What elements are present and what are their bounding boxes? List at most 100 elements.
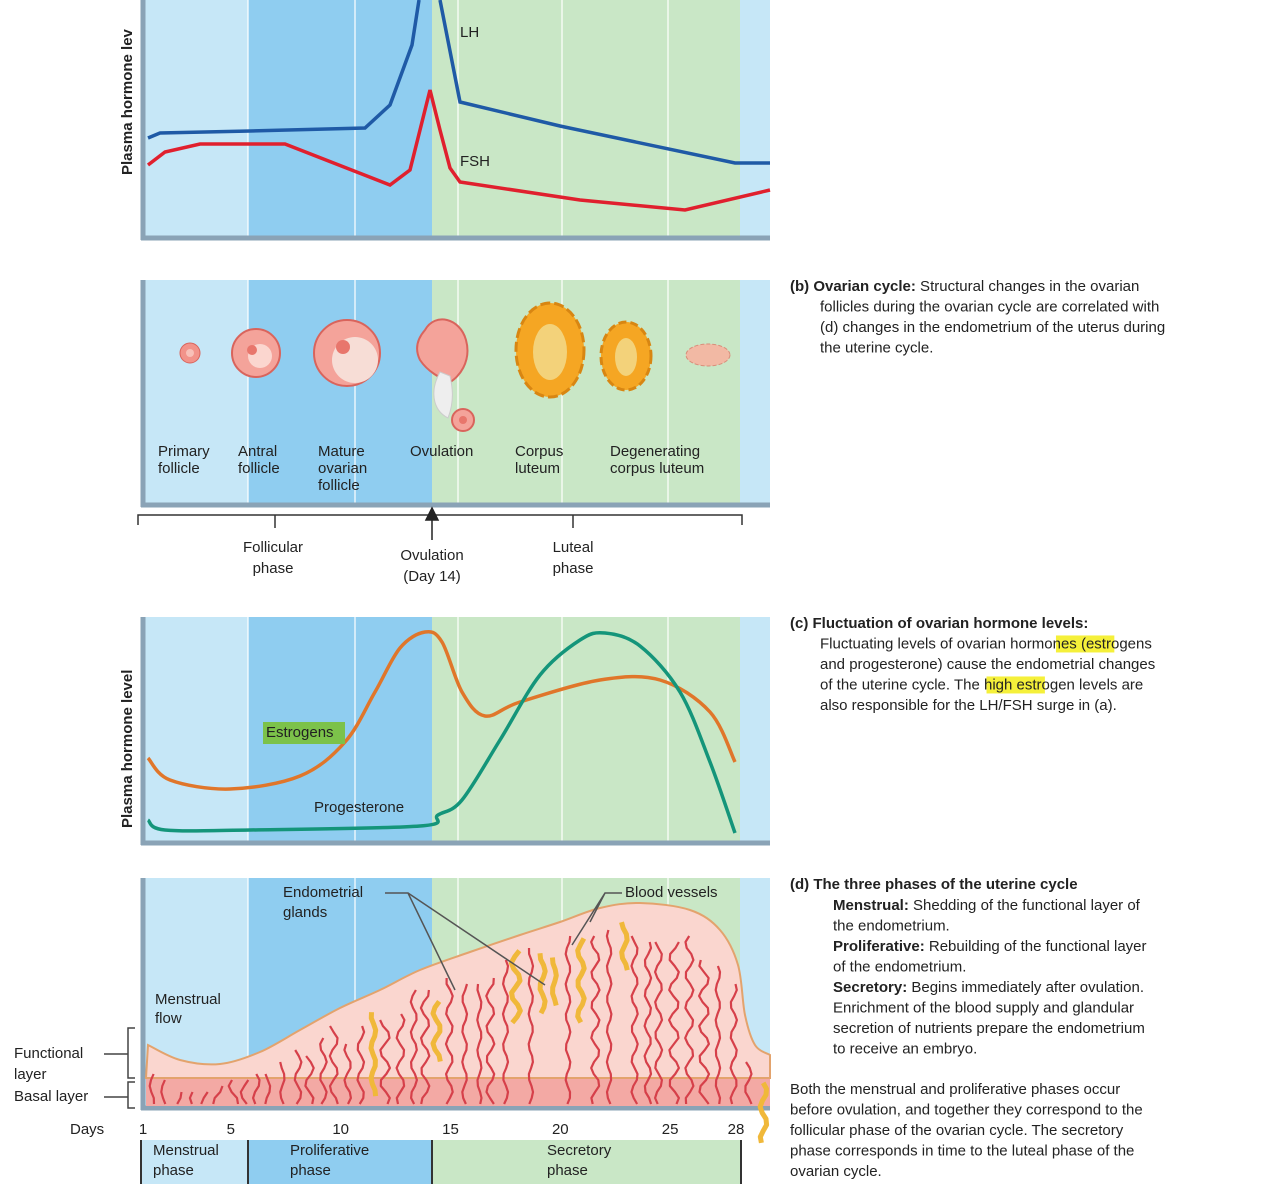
blood-vessel	[160, 1079, 167, 1105]
caption-d-item: Menstrual: Shedding of the functional la…	[833, 897, 1141, 914]
blood-vessel	[409, 989, 418, 1105]
y-axis-label: Plasma hormone lev	[119, 28, 136, 175]
blood-vessel	[200, 1091, 209, 1105]
blood-vessel	[176, 1091, 183, 1105]
stage-label: ovarian	[318, 460, 367, 477]
fsh-label: FSH	[460, 153, 490, 170]
day-label: 25	[662, 1121, 679, 1138]
fsh-curve	[146, 89, 771, 212]
caption-d-note: ovarian cycle.	[790, 1163, 882, 1180]
text-run: s	[1144, 635, 1152, 652]
caption-d-title: (d) The three phases of the uterine cycl…	[790, 876, 1078, 893]
functional-label: Functional	[14, 1045, 83, 1062]
endometrial-gland	[619, 921, 630, 971]
highlight	[986, 676, 1045, 694]
phase-zone	[143, 280, 248, 505]
blood-vessel	[148, 1073, 156, 1105]
stage-label: Degenerating	[610, 443, 700, 460]
panel-a	[140, 0, 770, 241]
caption-b-line: (b) Ovarian cycle: Structural changes in…	[790, 278, 1139, 295]
blood-vessel	[293, 1049, 303, 1105]
glands-label: glands	[283, 904, 327, 921]
blood-vessel	[684, 935, 695, 1105]
text-run: phase corresponds in time to the luteal …	[790, 1142, 1134, 1159]
text-run: (b) Ovarian cycle:	[790, 278, 916, 295]
text-run: and progesterone) cause the endometrial …	[820, 656, 1155, 673]
text-run: Menstrual:	[833, 897, 909, 914]
background-layer	[140, 0, 770, 1111]
phase-box-borders	[140, 1140, 742, 1184]
blood-vessel	[444, 978, 454, 1105]
caption-c-line: Fluctuating levels of ovarian hormones (…	[820, 635, 1152, 652]
blood-vessel	[252, 1073, 261, 1105]
blood-vessel	[379, 1019, 391, 1105]
uterine-phase-box	[432, 1140, 741, 1184]
lh-curve	[147, 0, 770, 165]
vessels-label: Blood vessels	[625, 884, 718, 901]
caption-d-item: of the endometrium.	[833, 958, 966, 975]
text-run: Proliferative:	[833, 938, 925, 955]
text-run: also responsible for the LH/FSH surge in…	[820, 697, 1117, 714]
ovarian-phase-label: phase	[253, 560, 294, 577]
text-run: levels are	[1075, 676, 1143, 693]
phase-zone	[740, 617, 770, 843]
highlight	[1055, 635, 1115, 653]
highlighted-term: estrogen	[1086, 635, 1144, 652]
y-axis-label: Plasma hormone level	[119, 670, 136, 828]
progesterone-curve	[146, 630, 737, 834]
caption-d-item: the endometrium.	[833, 917, 950, 934]
caption-d-item: secretion of nutrients prepare the endom…	[833, 1020, 1145, 1037]
phase-zone	[740, 280, 770, 505]
phase-zone	[432, 617, 740, 843]
functional-label: layer	[14, 1066, 47, 1083]
endometrial-gland	[368, 1012, 379, 1097]
stage-label: luteum	[515, 460, 560, 477]
progesterone-label: Progesterone	[314, 799, 404, 816]
blood-vessel	[304, 1055, 315, 1105]
corpus-albicans	[685, 343, 731, 367]
ovarian-phase-label: phase	[553, 560, 594, 577]
blood-vessel	[343, 1043, 352, 1105]
stage-label: corpus luteum	[610, 460, 704, 477]
text-run: Rebuilding of the functional layer	[925, 938, 1147, 955]
blood-vessel	[319, 1037, 328, 1105]
corpus-luteum-core	[533, 324, 567, 380]
phase-zone	[740, 0, 770, 238]
basal-label: Basal layer	[14, 1088, 88, 1105]
caption-b-line: the uterine cycle.	[820, 339, 933, 356]
blood-vessel	[395, 1013, 406, 1105]
blood-vessel	[630, 935, 639, 1105]
text-run: secretion of nutrients prepare the endom…	[833, 1020, 1145, 1037]
ovarian-phase-label: (Day 14)	[403, 568, 461, 585]
estrogen-curve	[146, 629, 737, 791]
caption-d-note: follicular phase of the ovarian cycle. T…	[790, 1122, 1124, 1139]
stage-label: Ovulation	[410, 443, 473, 460]
phase-zone	[432, 280, 740, 505]
flow-label: Menstrual	[155, 991, 221, 1008]
glands-label: Endometrial	[283, 884, 363, 901]
day-label: 15	[442, 1121, 459, 1138]
day-label: 5	[227, 1121, 235, 1138]
ovarian-phase-label: Follicular	[243, 539, 303, 556]
text-run: of the endometrium.	[833, 958, 966, 975]
ovulation-arrow	[424, 506, 440, 540]
caption-b-line: (d) changes in the endometrium of the ut…	[820, 319, 1165, 336]
stage-label: Corpus	[515, 443, 563, 460]
text-run: the endometrium.	[833, 917, 950, 934]
text-run: of the uterine cycle. The high	[820, 676, 1017, 693]
highlighted-term: estrogen	[1017, 676, 1075, 693]
endometrial-gland	[575, 937, 587, 1024]
caption-c-line: and progesterone) cause the endometrial …	[820, 656, 1155, 673]
text-run: the uterine cycle.	[820, 339, 933, 356]
blood-vessel	[485, 977, 496, 1105]
estrogens-label-highlight	[263, 722, 345, 744]
blood-vessel	[501, 959, 510, 1105]
phase-zone	[432, 0, 740, 238]
blood-vessel	[476, 983, 483, 1105]
stage-label: follicle	[158, 460, 200, 477]
text-run: to receive an embryo.	[833, 1040, 977, 1057]
released-oocyte-core	[459, 416, 467, 424]
text-run: follicles during the ovarian cycle are c…	[820, 298, 1159, 315]
